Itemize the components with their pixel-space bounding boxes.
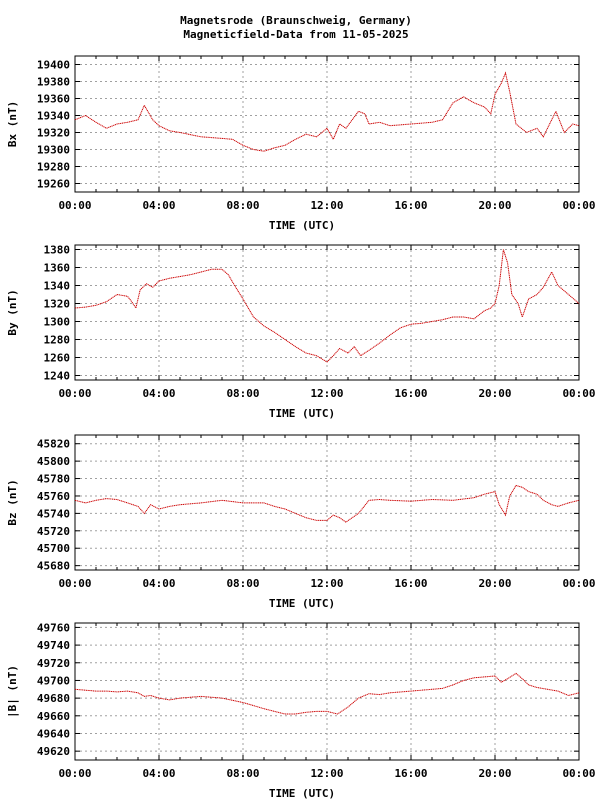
- x-tick-label: 04:00: [142, 387, 175, 400]
- series-line: [74, 71, 580, 152]
- panel-4: 49620 49640 49660 49680 49700 49720 49740 49760…: [6, 621, 596, 800]
- x-tick-label: 00:00: [58, 577, 91, 590]
- y-tick-label: 19340: [37, 110, 70, 123]
- y-tick-label: 49640: [37, 727, 70, 740]
- x-tick-label: 12:00: [310, 199, 343, 212]
- y-tick-label: 19400: [37, 59, 70, 72]
- panel-2: 1240 1260 1280 1300 1320 1340 1360 1380 00:00 04:…: [6, 244, 596, 421]
- y-tick-label: 45800: [37, 455, 70, 468]
- y-tick-label: 49680: [37, 692, 70, 705]
- y-tick-label: 1360: [44, 262, 71, 275]
- x-tick-label: 04:00: [142, 577, 175, 590]
- plot-frame: [74, 434, 580, 571]
- plot-frame: [74, 55, 580, 193]
- y-tick-label: 45820: [37, 438, 70, 451]
- y-tick-label: 49740: [37, 639, 70, 652]
- y-tick-label: 49720: [37, 657, 70, 670]
- y-tick-label: 1240: [44, 370, 71, 383]
- x-axis-label: TIME (UTC): [269, 787, 335, 800]
- y-tick-label: 1260: [44, 352, 71, 365]
- x-tick-label: 08:00: [226, 387, 259, 400]
- y-tick-label: 45720: [37, 525, 70, 538]
- x-tick-label: 00:00: [58, 387, 91, 400]
- y-tick-label: 19380: [37, 76, 70, 89]
- y-tick-label: 1320: [44, 298, 71, 311]
- x-tick-label: 08:00: [226, 577, 259, 590]
- y-axis-label: Bz (nT): [6, 479, 19, 525]
- x-tick-label: 12:00: [310, 767, 343, 780]
- y-tick-label: 49660: [37, 710, 70, 723]
- y-tick-label: 45760: [37, 490, 70, 503]
- series-line: [74, 484, 580, 523]
- y-tick-label: 1340: [44, 280, 71, 293]
- chart-title-line2: Magneticfield-Data from 11-05-2025: [183, 28, 408, 41]
- x-axis-label: TIME (UTC): [269, 597, 335, 610]
- x-tick-label: 12:00: [310, 387, 343, 400]
- y-tick-label: 1280: [44, 334, 71, 347]
- x-tick-label: 16:00: [394, 199, 427, 212]
- x-axis-label: TIME (UTC): [269, 219, 335, 232]
- x-tick-label: 20:00: [478, 577, 511, 590]
- series-line: [74, 249, 580, 363]
- x-tick-label: 20:00: [478, 767, 511, 780]
- x-tick-label: 00:00: [562, 387, 595, 400]
- y-tick-label: 45740: [37, 507, 70, 520]
- x-tick-label: 08:00: [226, 199, 259, 212]
- y-tick-label: 19300: [37, 144, 70, 157]
- panel-1: 19260 19280 19300 19320 19340 19360 19380 19400…: [6, 55, 596, 232]
- y-axis-label: Bx (nT): [6, 101, 19, 147]
- series-line: [74, 672, 580, 715]
- plot-frame: [74, 622, 580, 761]
- x-tick-label: 20:00: [478, 199, 511, 212]
- y-tick-label: 19360: [37, 93, 70, 106]
- y-tick-label: 45680: [37, 560, 70, 573]
- x-tick-label: 16:00: [394, 577, 427, 590]
- y-tick-label: 1300: [44, 316, 71, 329]
- y-axis-label: |B| (nT): [6, 665, 19, 718]
- x-tick-label: 16:00: [394, 767, 427, 780]
- y-tick-label: 19320: [37, 127, 70, 140]
- x-tick-label: 08:00: [226, 767, 259, 780]
- x-tick-label: 00:00: [562, 767, 595, 780]
- x-tick-label: 04:00: [142, 199, 175, 212]
- panel-3: 45680 45700 45720 45740 45760 45780 45800 45820…: [6, 434, 596, 610]
- x-axis-label: TIME (UTC): [269, 407, 335, 420]
- y-tick-label: 1380: [44, 244, 71, 257]
- plot-frame: [74, 244, 580, 381]
- y-tick-label: 19280: [37, 161, 70, 174]
- x-tick-label: 00:00: [58, 767, 91, 780]
- y-tick-label: 49760: [37, 621, 70, 634]
- chart-title-line1: Magnetsrode (Braunschweig, Germany): [180, 14, 412, 27]
- y-tick-label: 45700: [37, 542, 70, 555]
- x-tick-label: 12:00: [310, 577, 343, 590]
- y-tick-label: 49620: [37, 745, 70, 758]
- x-tick-label: 00:00: [562, 577, 595, 590]
- x-tick-label: 16:00: [394, 387, 427, 400]
- y-tick-label: 45780: [37, 473, 70, 486]
- y-tick-label: 19260: [37, 178, 70, 191]
- y-axis-label: By (nT): [6, 289, 19, 335]
- x-tick-label: 00:00: [58, 199, 91, 212]
- x-tick-label: 04:00: [142, 767, 175, 780]
- x-tick-label: 00:00: [562, 199, 595, 212]
- x-tick-label: 20:00: [478, 387, 511, 400]
- y-tick-label: 49700: [37, 674, 70, 687]
